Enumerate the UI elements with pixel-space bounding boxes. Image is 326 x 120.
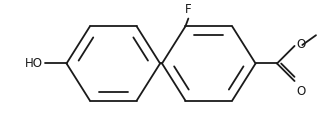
Text: O: O <box>296 39 306 51</box>
Text: HO: HO <box>25 57 43 70</box>
Text: O: O <box>296 85 306 98</box>
Text: F: F <box>185 3 192 16</box>
